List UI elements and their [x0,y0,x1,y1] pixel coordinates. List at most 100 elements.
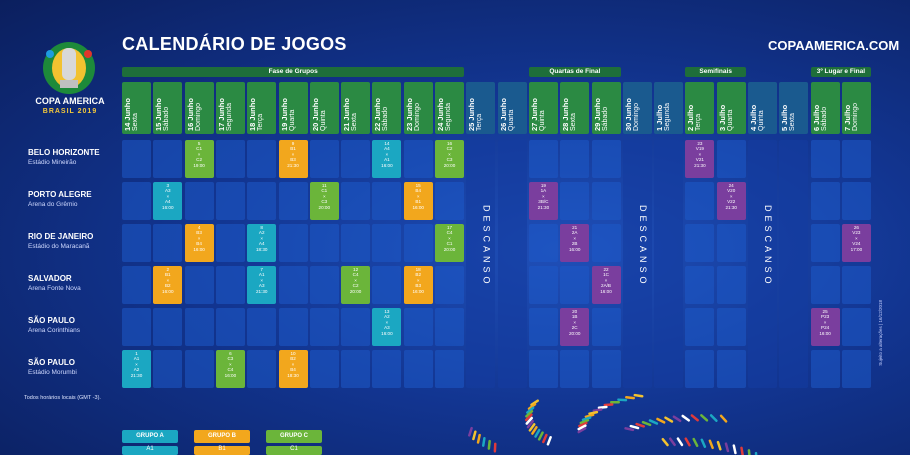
day-weekday: Domingo [413,102,421,131]
confetti-piece [588,410,599,415]
group-badge: GRUPO A [122,430,178,443]
match-card[interactable]: 12 C4 × C2 20:00 [341,266,371,304]
site-link[interactable]: COPAAMERICA.COM [768,38,900,53]
confetti-piece [527,402,537,410]
phase-header: Fase de Grupos [122,67,465,77]
rest-label: DESCANSO [763,205,773,288]
team-b: A3 [384,325,390,331]
match-card[interactable]: 3 A3 × A4 16:00 [153,182,183,220]
group-badge: GRUPO B [194,430,250,443]
team-a: C4 [446,230,453,236]
match-card[interactable]: 14 A4 × A1 16:00 [372,140,402,178]
venue-stadium: Estádio Mineirão [28,159,77,166]
match-card[interactable]: 17 C4 × C1 20:00 [435,224,464,262]
match-card[interactable]: 21 2A × 2B 16:00 [560,224,590,262]
day-date: 16 Junho [185,98,195,131]
match-card[interactable]: 11 C1 × C3 20:00 [309,182,339,220]
rest-column [779,140,809,388]
confetti-piece [472,430,477,441]
team-b: 2C [571,325,578,331]
day-weekday: Segunda [664,102,672,131]
confetti-piece [719,414,728,423]
versus-mark: × [573,319,577,325]
confetti-piece [493,442,497,453]
match-card[interactable]: 8 A2 × A4 18:30 [247,224,277,262]
empty-slot [810,350,840,388]
match-card[interactable]: 2 B1 × B2 16:00 [153,266,183,304]
match-card[interactable]: 22 1C × 2A/B 16:00 [591,266,621,304]
day-label: 3 Julho Quarta [718,105,735,131]
match-card[interactable]: 25 P23 × P24 16:00 [810,308,840,346]
kickoff-time: 16:00 [412,204,424,210]
empty-slot [372,350,402,388]
versus-mark: × [448,235,451,241]
kickoff-time: 16:00 [600,288,612,294]
empty-slot [215,182,245,220]
match-card[interactable]: 20 1B × 2C 20:00 [560,308,590,346]
empty-slot [716,308,746,346]
versus-mark: × [322,193,326,199]
confetti-piece [747,449,751,455]
versus-mark: × [354,277,357,283]
confetti-piece [584,413,595,419]
match-card[interactable]: 13 A2 × A3 16:00 [372,308,402,346]
match-number: 16 [446,141,453,146]
venue-city: SÃO PAULO [28,316,75,325]
team-a: V20 [727,188,736,194]
day-weekday: Terça [257,113,265,131]
kickoff-time: 16:00 [412,288,424,294]
match-card[interactable]: 6 C3 × C4 16:00 [215,350,245,388]
day-label: 17 Junho Segunda [217,98,234,131]
rest-label: DESCANSO [637,205,648,288]
empty-slot [215,140,245,178]
kickoff-time: 20:00 [443,246,456,252]
match-card[interactable]: 1 A1 × A2 21:30 [122,350,151,388]
match-card[interactable]: 4 B3 × B4 16:00 [184,224,214,262]
match-number: 13 [384,309,390,314]
match-card[interactable]: 10 B2 × B4 18:30 [278,350,308,388]
match-card[interactable]: 7 A1 × A3 21:30 [247,266,277,304]
kickoff-time: 16:00 [193,246,205,252]
empty-slot [309,308,339,346]
confetti-piece [740,446,744,455]
kickoff-time: 21:30 [130,372,143,378]
confetti-piece [537,431,544,441]
match-card[interactable]: 18 B2 × B3 16:00 [403,266,433,304]
day-weekday: Segunda [445,102,452,131]
match-number: 25 [822,309,828,314]
match-card[interactable]: 23 V19 × V21 21:30 [685,140,715,178]
team-b: A2 [133,367,140,373]
day-weekday: Quarta [507,109,515,131]
empty-slot [810,182,840,220]
empty-slot [341,224,371,262]
day-date: 24 Junho [436,98,445,131]
day-label: 15 Junho Sábado [154,98,171,131]
venue-label: RIO DE JANEIRO Estádio do Maracanã [28,232,93,272]
day-date: 20 Junho [310,98,320,131]
match-card[interactable]: 16 C2 × C3 20:00 [435,140,464,178]
match-number: 2 [166,267,170,272]
empty-slot [403,140,433,178]
venue-stadium: Estádio do Maracanã [28,243,90,250]
day-weekday: Quarta [726,109,734,131]
match-card[interactable]: 5 C1 × C2 19:00 [184,140,214,178]
match-card[interactable]: 19 1A × 3B/C 21:30 [528,182,558,220]
kickoff-time: 16:00 [381,330,393,336]
versus-mark: × [698,151,702,157]
confetti-piece [625,396,636,400]
empty-slot [528,140,558,178]
match-card[interactable]: 24 V20 × V22 21:30 [716,182,746,220]
team-b: C3 [446,157,453,163]
match-number: 7 [260,267,263,272]
confetti-piece [708,439,714,450]
day-header: 26 Junho Quarta [497,82,527,134]
empty-slot [685,266,715,304]
empty-slot [184,350,214,388]
day-label: 1 Julho Segunda [655,102,672,131]
versus-mark: × [385,151,389,157]
team-a: P23 [821,314,830,320]
match-card[interactable]: 15 B4 × B1 16:00 [403,182,433,220]
confetti-piece [487,439,491,450]
match-card[interactable]: 9 B1 × B3 21:30 [278,140,308,178]
match-card[interactable]: 26 V23 × V24 17:00 [841,224,871,262]
